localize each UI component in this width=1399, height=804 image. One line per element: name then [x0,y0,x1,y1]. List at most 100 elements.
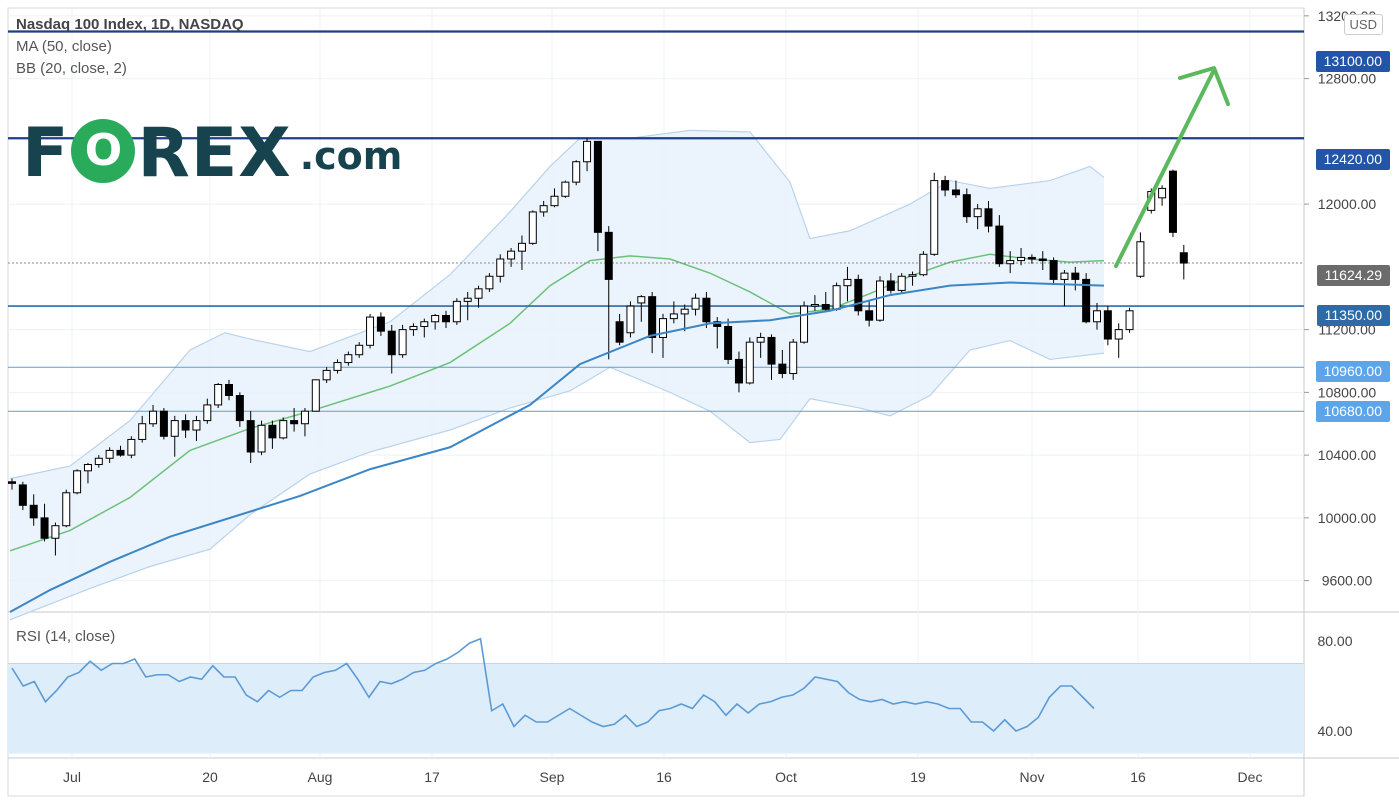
candle [583,138,592,172]
candle-body-up [680,308,689,315]
time-tick-label: Aug [308,769,333,785]
rsi-tick-label: 80.00 [1317,633,1352,649]
time-tick-label: Oct [775,769,797,785]
bb-legend: BB (20, close, 2) [16,60,127,77]
candle-body-down [702,297,711,323]
candle-body-up [355,344,364,356]
candle [279,417,288,440]
candle-body-up [930,180,939,255]
candle [322,367,331,383]
candle-body-up [832,285,841,310]
candle [973,204,982,230]
candle-body-down [865,310,874,321]
candle-body-up [1060,272,1069,280]
time-tick-label: Jul [63,769,81,785]
candle [1168,169,1177,238]
candle [203,398,212,424]
candle [637,295,646,322]
candle-body-down [1038,258,1047,262]
price-tick-label: 12800.00 [1318,71,1377,87]
candle [593,140,602,252]
candle [832,282,841,311]
candle [116,445,125,457]
candle [691,293,700,316]
price-badge-12420: 12420.00 [1315,149,1390,170]
candle [659,313,667,358]
candle [680,304,689,332]
candle [51,522,60,556]
logo-domain: .com [299,134,403,178]
candle-body-down [962,194,971,218]
candle-body-up [311,379,320,412]
price-tick-label: 12000.00 [1318,196,1377,212]
candle [398,324,407,358]
candle [648,291,657,354]
candle [1027,254,1036,264]
candle [561,180,570,198]
candle-body-up [83,464,92,472]
candle [300,408,309,437]
candle [702,291,711,329]
candle [865,301,874,327]
candle [1038,251,1047,270]
candle-body-up [300,410,309,425]
candle [496,254,505,283]
candle [1136,232,1145,278]
candle [8,478,16,490]
candle [930,172,939,256]
candle [604,226,613,360]
candle-body-down [1082,278,1091,323]
candle [235,392,244,427]
candle-body-up [507,250,516,260]
candle [1006,251,1015,274]
candle [105,447,114,463]
candle [745,337,754,385]
candle [387,324,396,374]
candle-body-up [843,278,852,287]
candle [290,408,299,432]
logo-prefix: F [22,113,70,193]
candle-body-down [767,336,776,365]
candle [876,276,884,322]
candle-body-up [398,329,407,356]
candle [73,469,82,495]
logo-suffix: REX [137,113,292,193]
time-tick-label: Sep [540,769,565,785]
candle [669,301,678,324]
candle-body-up [73,470,82,494]
candle [355,342,364,358]
candle [908,271,917,286]
candle-body-up [1093,310,1101,323]
candle-body-down [724,325,733,360]
candle [1049,257,1058,285]
candle-body-up [1017,256,1026,262]
candle [225,379,233,401]
candle [789,339,798,380]
candle-body-down [387,330,396,356]
candle-body-down [8,481,16,484]
candle [539,200,548,217]
candle-body-up [51,525,60,539]
legend: Nasdaq 100 Index, 1D, NASDAQ MA (50, clo… [16,16,244,78]
candle-body-down [604,231,613,280]
candle-body-up [800,305,809,343]
candle [192,415,201,441]
candle-body-up [366,316,375,346]
candle-body-up [333,362,342,371]
candle [843,266,852,302]
candle [919,251,928,277]
candle-body-up [1125,310,1134,331]
candle [40,503,49,542]
candle-body-down [235,395,244,422]
candle-body-up [1136,241,1145,277]
candle [767,334,776,380]
currency-button[interactable]: USD [1343,14,1383,35]
candle [528,210,537,245]
candle-body-down [246,420,255,453]
candle [29,494,38,526]
candle-body-up [517,242,526,252]
candle-body-up [919,253,928,276]
candle-body-up [452,300,461,323]
candle-body-down [442,314,450,323]
